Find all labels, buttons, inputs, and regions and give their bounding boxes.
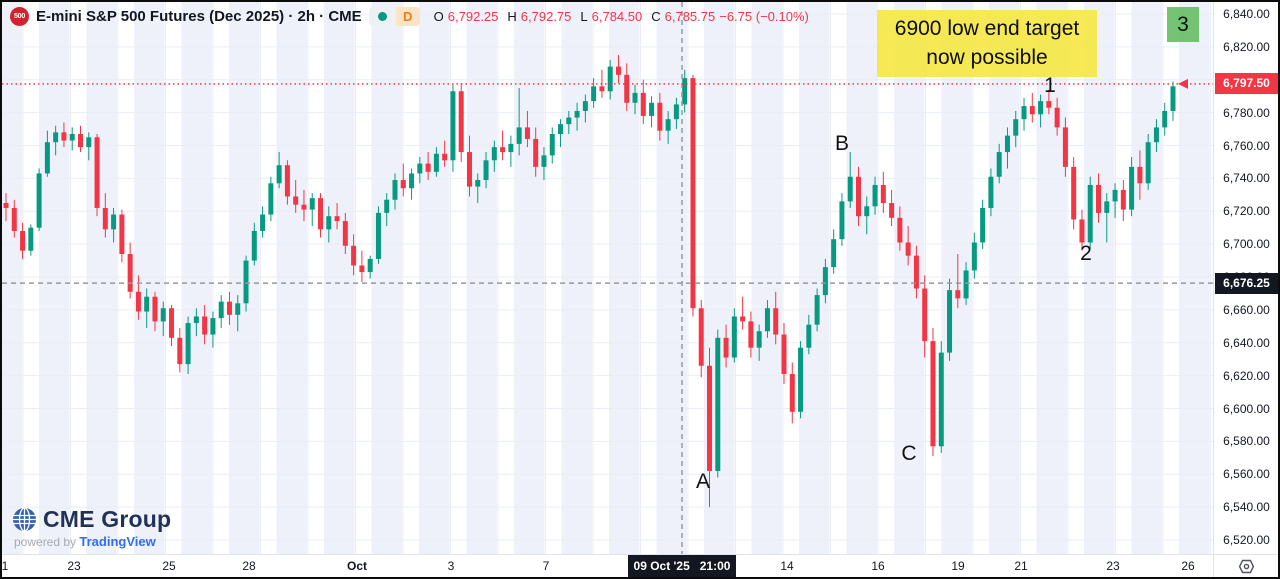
time-tick-label: 21: [1014, 559, 1028, 573]
interval-pill[interactable]: D: [395, 7, 420, 26]
time-tick-label: 19: [951, 559, 965, 573]
price-tick-label: 6,560.00: [1223, 467, 1270, 482]
close-value: 6,785.75: [664, 9, 716, 24]
time-tick-label: 28: [242, 559, 256, 573]
symbol-legend: 500 E-mini S&P 500 Futures (Dec 2025) · …: [10, 7, 809, 26]
series-dot-icon: [377, 12, 387, 21]
sp500-logo-icon: 500: [10, 7, 29, 26]
time-tick-label: 3: [447, 559, 455, 573]
price-tick-label: 6,780.00: [1223, 105, 1270, 120]
annotation-wave-3[interactable]: 3: [1167, 7, 1199, 42]
price-tick-label: 6,640.00: [1223, 335, 1270, 350]
series-visibility-pill[interactable]: [368, 7, 396, 26]
price-tick-label: 6,740.00: [1223, 171, 1270, 186]
cme-globe-icon: [13, 507, 36, 532]
last-price-badge: 6,797.50: [1215, 73, 1278, 95]
price-tick-label: 6,540.00: [1223, 500, 1270, 515]
price-axis[interactable]: 6,840.006,820.006,800.006,780.006,760.00…: [1213, 2, 1278, 554]
annotation-wave-B[interactable]: B: [834, 132, 850, 155]
annotation-note-line2: now possible: [926, 45, 1048, 69]
time-tick-label: 25: [162, 559, 176, 573]
open-label: O: [433, 9, 444, 24]
high-label: H: [507, 9, 517, 24]
price-tick-label: 6,760.00: [1223, 138, 1270, 153]
time-tick-label: 26: [1181, 559, 1195, 573]
price-tick-label: 6,720.00: [1223, 204, 1270, 219]
price-tick-label: 6,660.00: [1223, 302, 1270, 317]
crosshair-time-badge: 09 Oct '25 21:00: [628, 555, 736, 577]
price-tick-label: 6,840.00: [1223, 7, 1270, 21]
price-tick-label: 6,620.00: [1223, 368, 1270, 383]
annotation-wave-1[interactable]: 1: [1044, 74, 1056, 97]
annotation-note[interactable]: 6900 low end target now possible: [877, 10, 1097, 77]
candlestick-chart[interactable]: [2, 2, 1213, 554]
time-tick-label: 14: [780, 559, 794, 573]
ohlc-readout: O 6,792.25 H 6,792.75 L 6,784.50 C 6,785.75 …: [429, 9, 809, 24]
cme-brand-text: CME Group: [43, 506, 172, 532]
symbol-title[interactable]: E-mini S&P 500 Futures (Dec 2025) · 2h ·…: [36, 8, 362, 25]
time-tick-label: 23: [67, 559, 81, 573]
price-tick-label: 6,820.00: [1223, 39, 1270, 54]
annotation-note-line1: 6900 low end target: [894, 17, 1080, 41]
time-tick-label: 16: [871, 559, 885, 573]
annotation-wave-A[interactable]: A: [695, 470, 711, 493]
annotation-wave-2[interactable]: 2: [1080, 242, 1092, 265]
price-tick-label: 6,600.00: [1223, 401, 1270, 416]
price-tick-label: 6,520.00: [1223, 533, 1270, 547]
axis-settings-icon[interactable]: [1213, 554, 1278, 577]
low-value: 6,784.50: [591, 9, 643, 24]
hexagon-settings-icon: [1238, 559, 1255, 574]
close-label: C: [651, 9, 661, 24]
time-tick-label: Oct: [346, 559, 368, 573]
time-tick-label: 7: [542, 559, 550, 573]
tradingview-link[interactable]: TradingView: [79, 534, 156, 549]
low-label: L: [580, 9, 588, 24]
price-tick-label: 6,700.00: [1223, 237, 1270, 252]
high-value: 6,792.75: [520, 9, 572, 24]
change-value: −6.75 (−0.10%): [719, 9, 809, 24]
annotation-wave-C[interactable]: C: [901, 442, 917, 465]
powered-by-text: powered by: [14, 535, 77, 549]
open-value: 6,792.25: [447, 9, 499, 24]
cme-watermark: CME Group powered by TradingView: [12, 506, 171, 549]
time-axis[interactable]: 1 23 25 28 Oct 3 7 14 16 19 21 23 26 09 Oct '25 21:0…: [1, 554, 1213, 577]
legend-pills: D: [368, 7, 420, 26]
time-tick-label: 23: [1106, 559, 1120, 573]
crosshair-price-badge: 6,676.25: [1215, 272, 1278, 294]
price-tick-label: 6,580.00: [1223, 434, 1270, 449]
time-tick-label: 1: [1, 559, 9, 573]
